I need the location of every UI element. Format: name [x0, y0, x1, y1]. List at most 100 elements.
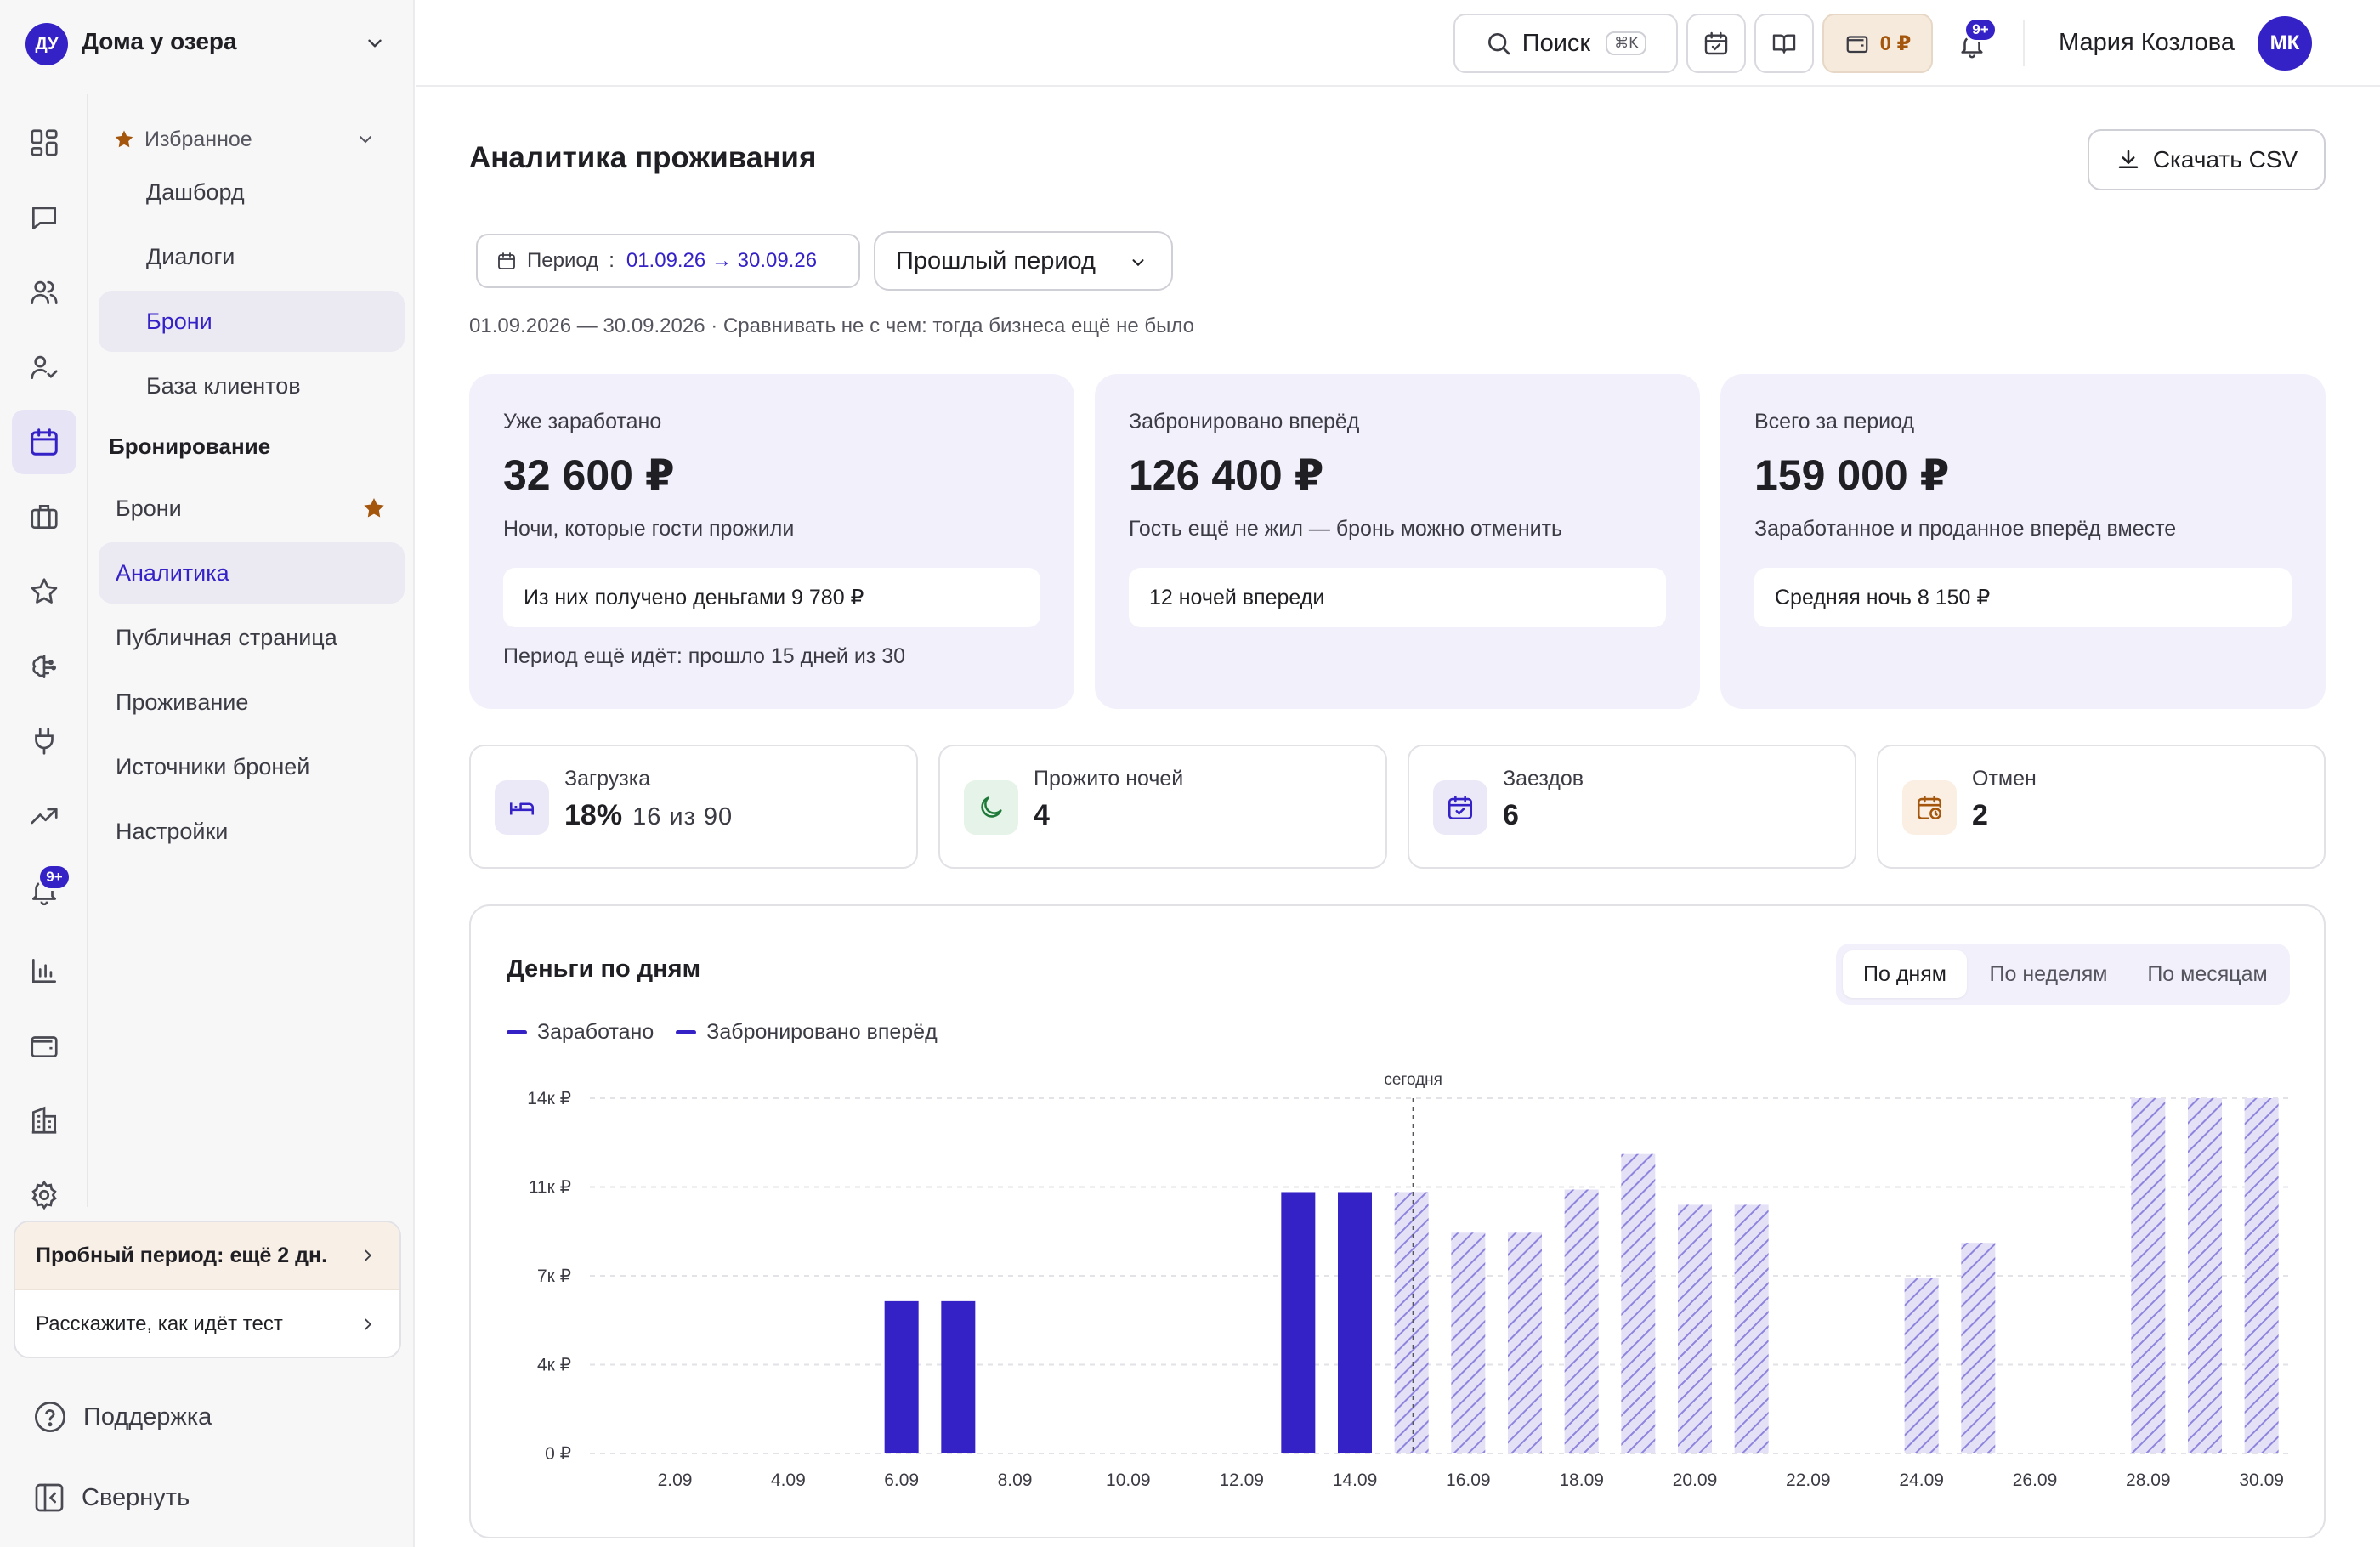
- sidebar-item-public-page[interactable]: Публичная страница: [99, 607, 405, 668]
- earned-bar: [941, 1300, 976, 1454]
- calendar-icon: [498, 252, 515, 269]
- booked-bar: [1961, 1243, 1996, 1454]
- sidebar-collapse-icon: [35, 1483, 64, 1512]
- x-tick-label: 14.09: [1333, 1470, 1378, 1490]
- card-description: Ночи, которые гости прожили: [503, 517, 795, 541]
- chevron-right-icon: [365, 1250, 372, 1261]
- sidebar-fav-clients[interactable]: База клиентов: [99, 355, 405, 416]
- x-tick-label: 8.09: [998, 1470, 1033, 1490]
- docs-button[interactable]: [1754, 14, 1814, 73]
- rail-building-icon[interactable]: [12, 1088, 76, 1153]
- rail-bar-chart-icon[interactable]: [12, 938, 76, 1003]
- rail-dashboard-icon[interactable]: [12, 110, 76, 175]
- y-tick-label: 11к ₽: [529, 1178, 571, 1198]
- chevron-down-icon[interactable]: [355, 129, 376, 150]
- tab-by-weeks[interactable]: По неделям: [1989, 961, 2108, 986]
- y-tick-label: 4к ₽: [537, 1356, 571, 1375]
- rail-trend-icon[interactable]: [12, 784, 76, 848]
- legend-label: Заработано: [537, 1020, 654, 1044]
- rail-briefcase-icon[interactable]: [12, 484, 76, 549]
- rail-plug-icon[interactable]: [12, 709, 76, 774]
- booked-bar: [2131, 1098, 2166, 1454]
- rail-star-icon[interactable]: [12, 559, 76, 624]
- rail-notification-badge: 9+: [37, 864, 71, 891]
- rail-settings-icon[interactable]: [12, 1163, 76, 1227]
- compare-select[interactable]: Прошлый период: [874, 231, 1173, 291]
- calendar-clock-icon: [1902, 780, 1957, 835]
- sidebar-item-label: База клиентов: [146, 372, 301, 399]
- chart-card: Деньги по дням По дням По неделям По мес…: [469, 904, 2326, 1538]
- rail-wallet-icon[interactable]: [12, 1013, 76, 1078]
- card-value: 159 000 ₽: [1754, 451, 1950, 499]
- x-tick-label: 24.09: [1899, 1470, 1944, 1490]
- collapse-sidebar-button[interactable]: Свернуть: [32, 1481, 190, 1515]
- star-filled-icon[interactable]: [360, 495, 388, 522]
- card-label: Всего за период: [1754, 410, 1915, 434]
- support-link[interactable]: Поддержка: [32, 1399, 212, 1435]
- page-title: Аналитика проживания: [469, 141, 817, 174]
- legend-item-booked[interactable]: Забронировано вперёд: [676, 1020, 938, 1045]
- x-tick-label: 12.09: [1219, 1470, 1264, 1490]
- card-label: Уже заработано: [503, 410, 662, 434]
- booked-bar: [2244, 1098, 2279, 1454]
- wallet-amount: 0 ₽: [1879, 31, 1912, 55]
- kpi-label: Отмен: [1972, 767, 2037, 790]
- tab-by-days[interactable]: По дням: [1843, 950, 1967, 998]
- user-avatar[interactable]: МК: [2258, 16, 2312, 71]
- booked-bar: [1904, 1278, 1939, 1454]
- sidebar-item-sources[interactable]: Источники броней: [99, 736, 405, 797]
- workspace-avatar[interactable]: ДУ: [26, 23, 68, 65]
- search-button[interactable]: Поиск ⌘K: [1454, 14, 1678, 73]
- sidebar-item-label: Брони: [116, 495, 182, 521]
- summary-card-earned: Уже заработано 32 600 ₽ Ночи, которые го…: [469, 374, 1074, 709]
- booked-bar: [1451, 1232, 1486, 1454]
- kpi-value: 4: [1034, 799, 1050, 831]
- download-csv-button[interactable]: Скачать CSV: [2088, 129, 2326, 190]
- booked-bar: [1394, 1192, 1429, 1454]
- x-tick-label: 20.09: [1673, 1470, 1718, 1490]
- bed-icon: [495, 780, 549, 835]
- topbar-divider: [2023, 20, 2025, 66]
- trial-card: Пробный период: ещё 2 дн. Расскажите, ка…: [14, 1221, 401, 1358]
- legend-swatch: [676, 1030, 697, 1034]
- kpi-extra: 16 из 90: [632, 803, 734, 830]
- sidebar-item-accommodation[interactable]: Проживание: [99, 672, 405, 733]
- wallet-balance-button[interactable]: 0 ₽: [1822, 14, 1933, 73]
- wallet-icon: [1846, 36, 1868, 54]
- tab-by-months[interactable]: По месяцам: [2147, 961, 2268, 986]
- sidebar-fav-bookings[interactable]: Брони: [99, 291, 405, 352]
- booked-bar: [1621, 1153, 1656, 1454]
- x-tick-label: 26.09: [2013, 1470, 2058, 1490]
- rail-calendar-icon[interactable]: [12, 410, 76, 474]
- sidebar-item-settings[interactable]: Настройки: [99, 801, 405, 862]
- sidebar-fav-dialogs[interactable]: Диалоги: [99, 226, 405, 287]
- period-picker[interactable]: Период : 01.09.26 → 30.09.26: [476, 234, 860, 288]
- card-value: 126 400 ₽: [1129, 451, 1324, 499]
- card-detail: 12 ночей впереди: [1129, 568, 1666, 627]
- workspace-name[interactable]: Дома у озера: [82, 28, 237, 54]
- sidebar-item-label: Публичная страница: [116, 624, 337, 650]
- trial-period-banner[interactable]: Пробный период: ещё 2 дн.: [15, 1222, 400, 1290]
- x-tick-label: 30.09: [2239, 1470, 2284, 1490]
- favorites-header[interactable]: Избранное: [112, 124, 401, 155]
- favorites-label: Избранное: [144, 127, 252, 151]
- sidebar-item-label: Настройки: [116, 818, 229, 844]
- legend-label: Забронировано вперёд: [706, 1020, 938, 1044]
- legend-item-earned[interactable]: Заработано: [507, 1020, 654, 1045]
- chevron-down-icon[interactable]: [364, 32, 386, 54]
- card-note: Период ещё идёт: прошло 15 дней из 30: [503, 644, 906, 668]
- user-name[interactable]: Мария Козлова: [2059, 29, 2235, 56]
- trial-feedback-link[interactable]: Расскажите, как идёт тест: [15, 1290, 400, 1357]
- rail-chat-icon[interactable]: [12, 185, 76, 250]
- sidebar-section-title: Бронирование: [109, 434, 271, 459]
- x-tick-label: 22.09: [1786, 1470, 1831, 1490]
- calendar-button[interactable]: [1686, 14, 1746, 73]
- rail-brain-icon[interactable]: [12, 634, 76, 699]
- rail-users-icon[interactable]: [12, 260, 76, 325]
- sidebar-item-bookings[interactable]: Брони: [99, 478, 405, 539]
- rail-user-check-icon[interactable]: [12, 335, 76, 400]
- sidebar-item-analytics[interactable]: Аналитика: [99, 542, 405, 604]
- chevron-right-icon: [365, 1318, 372, 1330]
- sidebar-fav-dashboard[interactable]: Дашборд: [99, 162, 405, 223]
- calendar-check-icon: [1433, 780, 1488, 835]
